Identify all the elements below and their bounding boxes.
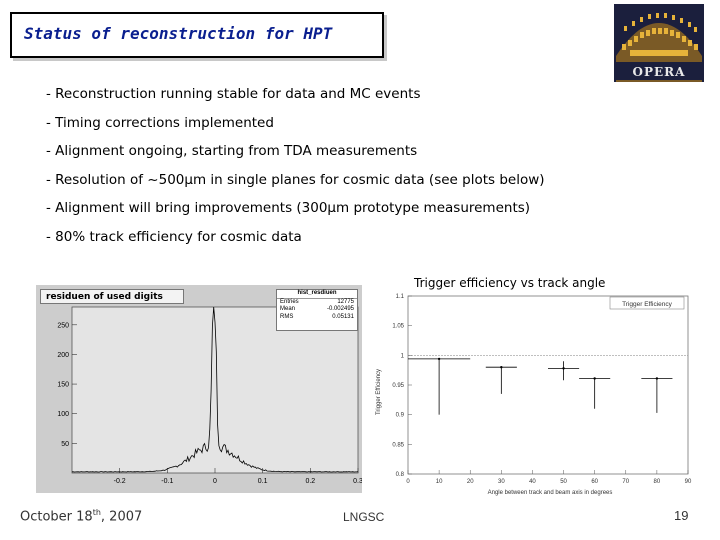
title-box: Status of reconstruction for HPT [10,12,384,58]
y-tick-label: 200 [57,352,69,359]
stats-box: hist_resdiuen Entries 12775 Mean -0.002495… [276,289,358,331]
x-tick-label: 30 [498,479,505,485]
footer-date-main: October 18 [20,509,93,525]
opera-logo-graphic: OPERA [614,4,704,82]
histogram-line [72,306,359,473]
stats-label: Entries [280,298,299,305]
x-tick-label: 50 [560,479,567,485]
x-tick-label: 0.1 [258,478,268,485]
efficiency-legend: Trigger Efficiency [622,301,673,308]
data-point [437,357,441,361]
footer-date-year: , 2007 [100,509,143,525]
efficiency-xlabel: Angle between track and beam axis in deg… [488,490,613,496]
footer-date: October 18th, 2007 [20,508,142,524]
data-point [655,377,659,380]
x-tick-label: 70 [622,479,629,485]
x-tick-label: 40 [529,479,536,485]
data-point [562,367,565,370]
stats-label: RMS [280,313,294,320]
x-tick-label: -0.1 [161,478,173,485]
data-point [500,366,503,369]
residual-histogram-panel: 50 100 150 200 250 -0.2 -0.1 0 0.1 0.2 0.3 residu… [36,285,362,493]
efficiency-plot-caption: Trigger efficiency vs track angle [414,276,606,290]
stats-value: -0.002495 [326,306,354,312]
footer-venue: LNGSC [343,510,385,524]
opera-logo: OPERA [614,4,704,82]
x-tick-label: 80 [654,479,661,485]
x-tick-label: 0.2 [305,478,315,485]
slide-title: Status of reconstruction for HPT [24,24,333,43]
y-tick-label: 50 [61,441,69,448]
y-tick-label: 1.05 [392,324,404,330]
y-tick-label: 250 [57,322,69,329]
y-tick-label: 0.9 [396,413,405,419]
bullet-item: - Timing corrections implemented [46,114,274,131]
y-tick-label: 0.95 [392,383,404,389]
x-tick-label: 90 [685,479,692,485]
x-tick-label: 10 [436,479,443,485]
bullet-item: - Resolution of ~500µm in single planes … [46,171,545,188]
residual-histogram: 50 100 150 200 250 -0.2 -0.1 0 0.1 0.2 0.3 [36,285,362,493]
y-tick-label: 0.8 [396,472,405,478]
stats-name: hist_resdiuen [297,290,337,296]
x-tick-label: 0.3 [353,478,362,485]
y-tick-label: 1.1 [396,294,405,300]
stats-label: Mean [280,306,296,312]
y-tick-label: 0.85 [392,442,404,448]
histogram-title: residuen of used digits [40,289,184,304]
trigger-efficiency-plot: Trigger Efficiency 0.8 0.85 0.9 0.95 1 1.05 1.… [374,292,704,498]
bullet-item: - Reconstruction running stable for data… [46,86,421,102]
y-tick-label: 1 [401,353,405,359]
stats-value: 0.05131 [332,313,354,320]
bullet-item: - Alignment ongoing, starting from TDA m… [46,143,418,159]
x-tick-label: 0 [213,478,217,485]
opera-logo-text: OPERA [633,65,686,79]
x-tick-label: 0 [406,479,410,485]
y-tick-label: 150 [57,382,69,389]
x-tick-label: -0.2 [114,478,126,485]
bullet-item: - Alignment will bring improvements (300… [46,200,531,216]
bullet-list: - Reconstruction running stable for data… [46,80,545,251]
page-number: 19 [674,508,689,523]
data-point [593,377,596,380]
footer-date-sup: th [92,508,101,517]
bullet-item: - 80% track efficiency for cosmic data [46,228,302,245]
stats-value: 12775 [337,298,354,305]
efficiency-ylabel: Trigger Efficiency [376,369,382,415]
y-tick-label: 100 [57,411,69,418]
x-tick-label: 20 [467,479,474,485]
x-tick-label: 60 [591,479,598,485]
